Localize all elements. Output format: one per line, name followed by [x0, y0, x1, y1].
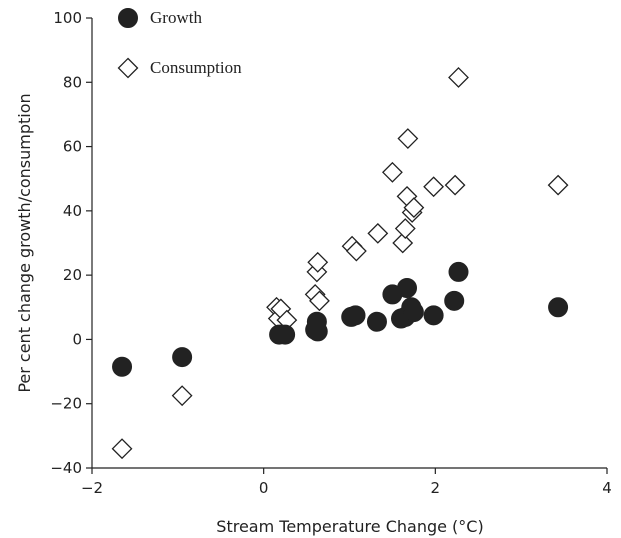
y-tick-label: −20 [50, 395, 82, 413]
series-growth [112, 261, 569, 377]
legend-marker-growth [118, 8, 138, 28]
growth-point [444, 290, 465, 311]
growth-point [423, 305, 444, 326]
data-markers [111, 67, 569, 460]
growth-point [548, 297, 569, 318]
y-tick-label: −40 [50, 459, 82, 477]
legend-label: Consumption [150, 58, 242, 77]
consumption-point [367, 222, 389, 244]
consumption-point [171, 385, 193, 407]
y-tick-label: 60 [63, 138, 82, 156]
growth-point [397, 278, 418, 298]
x-tick-label: 2 [431, 479, 441, 497]
consumption-point [381, 161, 403, 183]
x-tick-label: 0 [259, 479, 269, 497]
legend-item-consumption: Consumption [117, 57, 242, 79]
consumption-point [345, 240, 367, 262]
growth-point [112, 356, 133, 377]
legend-label: Growth [150, 8, 202, 27]
legend: Growth Consumption [117, 8, 242, 79]
y-tick-label: 100 [53, 9, 82, 27]
y-tick-label: 20 [63, 266, 82, 284]
growth-point [448, 261, 469, 282]
x-tick-label: −2 [81, 479, 103, 497]
growth-point [172, 347, 193, 368]
consumption-point [448, 67, 469, 88]
growth-point [306, 311, 327, 332]
x-tick-label: 4 [602, 479, 612, 497]
x-axis-title: Stream Temperature Change (°C) [216, 517, 483, 536]
growth-point [403, 302, 424, 323]
growth-point [345, 305, 366, 326]
y-axis-title: Per cent change growth/consumption [15, 93, 34, 392]
series-consumption [111, 67, 569, 460]
consumption-point [397, 128, 419, 149]
y-tick-label: 40 [63, 202, 82, 220]
legend-marker-consumption [117, 57, 139, 79]
growth-point [275, 324, 296, 345]
consumption-point [547, 174, 569, 196]
consumption-point [394, 218, 416, 239]
y-tick-label: 0 [72, 330, 82, 348]
legend-item-growth: Growth [118, 8, 202, 28]
consumption-point [309, 290, 330, 312]
growth-point [366, 311, 387, 332]
consumption-point [111, 438, 133, 460]
consumption-point [392, 232, 414, 254]
y-tick-label: 80 [63, 73, 82, 91]
consumption-point [423, 176, 445, 198]
consumption-point [403, 197, 425, 219]
consumption-point [444, 174, 466, 196]
consumption-point [307, 251, 329, 273]
